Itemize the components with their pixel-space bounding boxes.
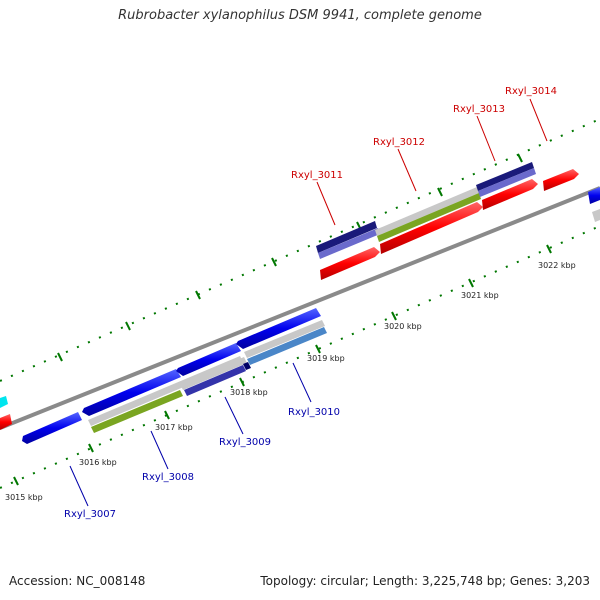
feature-3010-lightblue [247, 327, 327, 365]
feature-3010-gray [244, 320, 325, 358]
gene-rxyl-3009-blue[interactable] [176, 343, 241, 376]
gene-label-rxyl-3011[interactable]: Rxyl_3011 [291, 170, 343, 181]
lower-tick-track [0, 225, 600, 489]
gene-partial-red[interactable] [0, 414, 12, 430]
kbp-label-3015: 3015 kbp [5, 493, 43, 502]
gene-rxyl-3011[interactable] [320, 247, 380, 280]
gene-label-rxyl-3013[interactable]: Rxyl_3013 [453, 104, 505, 115]
callouts-top [316, 98, 548, 226]
kbp-label-3020: 3020 kbp [384, 322, 422, 331]
genome-backbone [0, 186, 600, 430]
feature-3009-gray [180, 357, 247, 390]
gene-rxyl-3008-blue[interactable] [82, 369, 181, 416]
callouts-bottom [69, 362, 312, 507]
feature-3012-green [377, 193, 481, 242]
feature-3012-gray [375, 187, 479, 236]
kbp-label-3018: 3018 kbp [230, 388, 268, 397]
feature-3010-navy [243, 362, 251, 370]
major-ticks [13, 153, 552, 486]
gene-label-rxyl-3010[interactable]: Rxyl_3010 [288, 407, 340, 418]
gene-label-rxyl-3007[interactable]: Rxyl_3007 [64, 509, 116, 520]
kbp-label-3022: 3022 kbp [538, 261, 576, 270]
feature-3011-navy [316, 221, 377, 253]
gene-label-rxyl-3008[interactable]: Rxyl_3008 [142, 472, 194, 483]
feature-3008-green [91, 390, 183, 433]
gene-label-rxyl-3012[interactable]: Rxyl_3012 [373, 137, 425, 148]
upper-tick-track [0, 118, 600, 382]
accession-text: Accession: NC_008148 [9, 574, 146, 588]
gene-rxyl-3012[interactable] [380, 202, 483, 254]
feature-3013-navy [476, 162, 534, 191]
gene-partial-cyan[interactable] [0, 396, 8, 408]
feature-3013-slate [478, 168, 536, 197]
gene-rxyl-3014[interactable] [543, 169, 579, 191]
gene-partial-right-gray [592, 209, 600, 222]
gene-rxyl-3010-blue[interactable] [236, 308, 321, 349]
kbp-label-3019: 3019 kbp [307, 354, 345, 363]
feature-3008-gray [88, 356, 243, 426]
kbp-label-3016: 3016 kbp [79, 458, 117, 467]
map-title: Rubrobacter xylanophilus DSM 9941, compl… [118, 8, 482, 23]
kbp-label-3017: 3017 kbp [155, 423, 193, 432]
gene-label-rxyl-3014[interactable]: Rxyl_3014 [505, 86, 557, 97]
kbp-label-3021: 3021 kbp [461, 291, 499, 300]
feature-3009-dark [184, 365, 246, 396]
genome-summary-text: Topology: circular; Length: 3,225,748 bp… [260, 574, 590, 588]
gene-rxyl-3007[interactable] [22, 412, 82, 444]
gene-partial-right-blue[interactable] [588, 187, 600, 204]
gene-rxyl-3013[interactable] [482, 179, 538, 210]
feature-3011-slate [318, 228, 380, 259]
gene-label-rxyl-3009[interactable]: Rxyl_3009 [219, 437, 271, 448]
